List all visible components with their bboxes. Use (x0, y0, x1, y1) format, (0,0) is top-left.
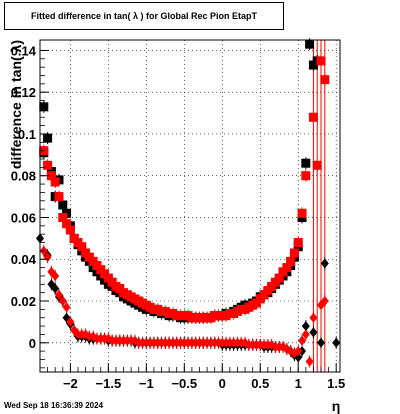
data-point (289, 248, 299, 258)
y-tick-label: 0.14 (11, 43, 37, 58)
data-point (43, 160, 53, 170)
data-point (297, 208, 307, 218)
data-point (293, 238, 303, 248)
timestamp: Wed Sep 18 16:36:39 2024 (4, 401, 104, 410)
data-point (77, 242, 87, 252)
data-point (301, 321, 310, 332)
x-tick-label: −2 (63, 376, 78, 391)
data-point (320, 296, 329, 307)
data-point (309, 327, 318, 338)
data-point (320, 75, 330, 85)
x-tick-label: −1 (139, 376, 154, 391)
y-tick-label: 0.04 (11, 252, 37, 267)
axes: −2 −1.5 −1 −0.5 0 0.5 1 1.5 0 0.02 0.04 0.06 0.08 0.1… (11, 43, 346, 391)
data-point (301, 171, 311, 181)
data-point (332, 337, 341, 348)
y-axis-title: difference in tan( λ) (8, 40, 24, 169)
data-markers (36, 39, 341, 367)
data-point (308, 112, 318, 122)
data-point (282, 263, 292, 273)
data-point (58, 212, 68, 222)
x-tick-label: −1.5 (96, 376, 122, 391)
y-tick-label: 0.02 (11, 294, 36, 309)
data-point (50, 177, 60, 187)
data-point (309, 312, 318, 323)
y-tick-label: 0 (29, 336, 36, 351)
data-point (286, 256, 296, 266)
y-tick-label: 0.06 (11, 210, 36, 225)
data-point (320, 258, 329, 269)
x-tick-label: 1 (295, 376, 302, 391)
data-point (305, 39, 315, 49)
data-point (54, 192, 64, 202)
data-point (62, 302, 71, 313)
data-point (65, 225, 75, 235)
x-axis-title: η (332, 398, 341, 414)
data-point (316, 56, 326, 66)
x-tick-label: 0 (219, 376, 226, 391)
data-point (58, 200, 68, 210)
x-tick-label: −0.5 (171, 376, 197, 391)
plot-border (39, 39, 341, 373)
data-point (301, 329, 310, 340)
y-tick-label: 0.08 (11, 169, 36, 184)
data-point (301, 158, 311, 168)
data-point (39, 102, 49, 112)
data-point (62, 219, 72, 229)
data-point (298, 335, 307, 346)
data-point (51, 270, 60, 281)
x-tick-label: 1.5 (327, 376, 345, 391)
data-point (312, 160, 322, 170)
data-point (46, 171, 56, 181)
data-point (274, 273, 284, 283)
data-point (54, 289, 63, 300)
data-point (66, 316, 75, 327)
y-tick-label: 0.12 (11, 85, 36, 100)
data-point (294, 346, 303, 357)
x-tick-label: 0.5 (251, 376, 269, 391)
data-point (317, 337, 326, 348)
data-point (43, 133, 53, 143)
chart-title: Fitted difference in tan( λ ) for Global… (4, 2, 284, 30)
data-point (58, 296, 67, 307)
data-point (305, 356, 314, 367)
y-tick-label: 0.1 (18, 127, 36, 142)
data-point (51, 283, 60, 294)
